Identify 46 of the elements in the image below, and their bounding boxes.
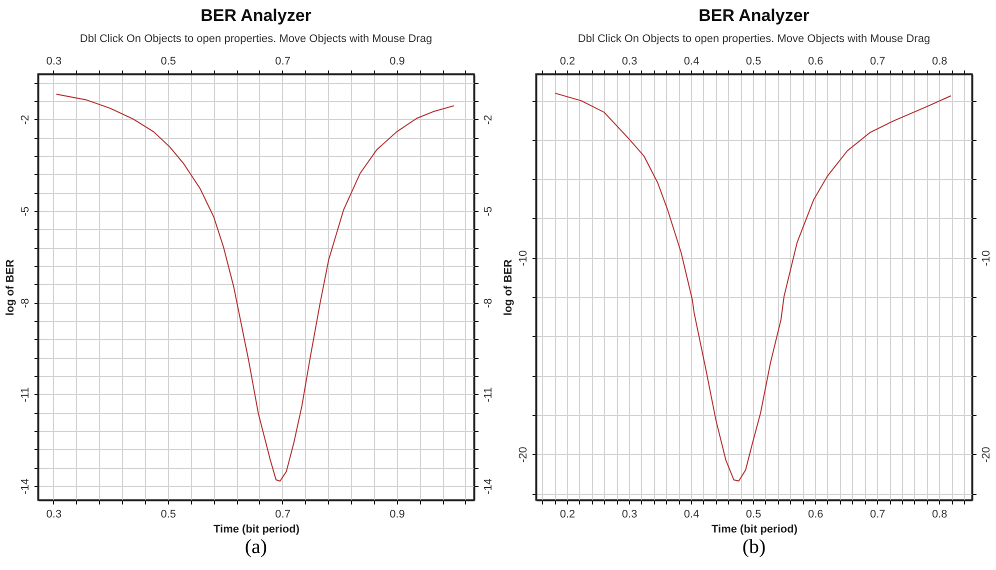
x-tick-label: 0.7 — [870, 56, 886, 68]
x2-tick-label: 0.3 — [622, 508, 638, 520]
x-tick-label: 0.2 — [560, 56, 576, 68]
x-tick-label: 0.4 — [684, 56, 700, 68]
x-tick-label: 0.3 — [46, 56, 62, 68]
x-tick-label: 0.5 — [160, 56, 176, 68]
x-tick-label: 0.7 — [275, 56, 290, 68]
y2-tick-label: -11 — [482, 387, 494, 402]
chart-subtitle: Dbl Click On Objects to open properties. Move Objects with Mouse Drag — [80, 33, 432, 45]
x2-tick-label: 0.2 — [560, 508, 576, 520]
chart-subtitle: Dbl Click On Objects to open properties. Move Objects with Mouse Drag — [578, 33, 930, 45]
y2-tick-label: -20 — [980, 446, 992, 463]
x-tick-label: 0.3 — [622, 56, 638, 68]
y2-tick-label: -2 — [482, 114, 494, 125]
chart-title: BER Analyzer — [698, 6, 810, 25]
y-tick-label: -14 — [20, 478, 32, 494]
x2-tick-label: 0.6 — [808, 508, 824, 520]
x-axis-title: Time (bit period) — [712, 524, 798, 536]
x-tick-label: 0.9 — [390, 56, 405, 68]
x-tick-label: 0.8 — [932, 56, 948, 68]
y-tick-label: -2 — [20, 114, 32, 125]
text: (a) — [244, 536, 268, 559]
x2-tick-label: 0.7 — [275, 508, 290, 520]
y-axis-title: log of BER — [4, 259, 16, 316]
x-tick-label: 0.5 — [746, 56, 762, 68]
x2-tick-label: 0.9 — [390, 508, 405, 520]
y-axis-title: log of BER — [502, 259, 514, 316]
x2-tick-label: 0.5 — [746, 508, 762, 520]
line-series — [554, 92, 952, 482]
chart-title: BER Analyzer — [200, 6, 312, 25]
x-axis-title: Time (bit period) — [214, 524, 300, 536]
x2-tick-label: 0.8 — [932, 508, 948, 520]
y2-tick-label: -10 — [980, 250, 992, 266]
y2-tick-label: -5 — [482, 206, 494, 216]
x2-tick-label: 0.7 — [870, 508, 886, 520]
x2-tick-label: 0.4 — [684, 508, 700, 520]
y2-tick-label: -8 — [482, 298, 494, 308]
y2-tick-label: -14 — [482, 478, 494, 494]
y-tick-label: -11 — [20, 387, 32, 402]
x2-tick-label: 0.5 — [160, 508, 176, 520]
x2-tick-label: 0.3 — [46, 508, 62, 520]
y-tick-label: -5 — [20, 206, 32, 216]
line-series — [56, 94, 455, 482]
x-tick-label: 0.6 — [808, 56, 824, 68]
y-tick-label: -8 — [20, 298, 32, 308]
text: (b) — [742, 536, 766, 559]
